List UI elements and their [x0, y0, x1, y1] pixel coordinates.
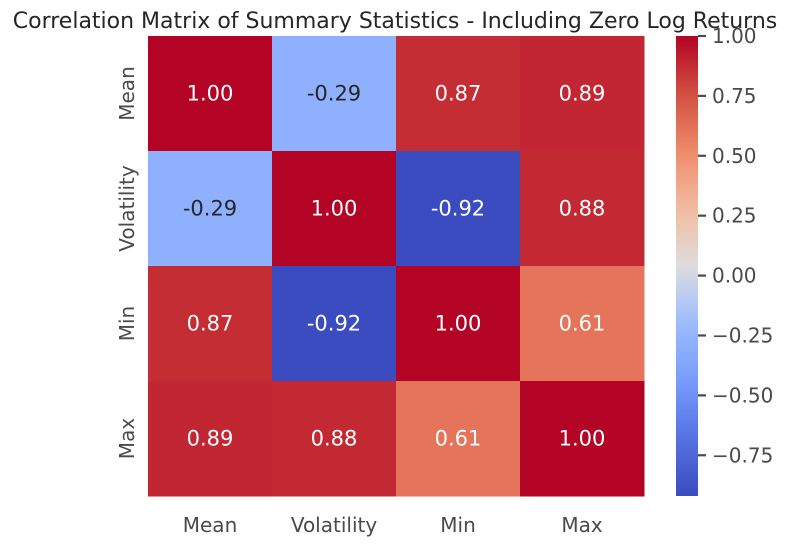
cell-value-label: 1.00 — [311, 197, 358, 221]
heatmap-cell — [148, 36, 273, 152]
heatmap-cell — [520, 381, 645, 497]
cell-value-label: -0.92 — [431, 197, 485, 221]
x-tick-label: Max — [561, 513, 603, 537]
cell-value-label: -0.29 — [307, 82, 361, 106]
y-axis-ticks: Mean Volatility Min Max — [115, 66, 139, 459]
heatmap-cell — [396, 266, 521, 382]
cell-value-label: -0.92 — [307, 312, 361, 336]
colorbar-tick-label: 0.75 — [712, 84, 757, 108]
heatmap-cell — [148, 151, 273, 267]
heatmap-cell — [396, 36, 521, 152]
heatmap-cell — [148, 381, 273, 497]
y-tick-label: Min — [115, 306, 139, 342]
x-tick-label: Mean — [183, 513, 238, 537]
x-axis-ticks: Mean Volatility Min Max — [183, 513, 603, 537]
cell-value-label: 0.89 — [187, 427, 234, 451]
colorbar-tick-label: −0.25 — [712, 323, 773, 347]
heatmap-cells: 1.00 -0.29 0.87 0.89 -0.29 1.00 -0.92 0.88 0.87 -… — [148, 36, 645, 497]
y-tick-label: Mean — [115, 66, 139, 121]
colorbar-tick-label: −0.75 — [712, 443, 773, 467]
cell-value-label: -0.29 — [183, 197, 237, 221]
heatmap-cell — [272, 36, 397, 152]
heatmap-cell — [272, 151, 397, 267]
heatmap-cell — [272, 381, 397, 497]
colorbar-tick-label: 0.25 — [712, 204, 757, 228]
cell-value-label: 0.87 — [187, 312, 234, 336]
chart-title: Correlation Matrix of Summary Statistics… — [13, 9, 778, 34]
heatmap-cell — [396, 151, 521, 267]
x-tick-label: Volatility — [291, 513, 378, 537]
heatmap-cell — [148, 266, 273, 382]
heatmap-cell — [520, 266, 645, 382]
heatmap-cell — [272, 266, 397, 382]
y-tick-label: Max — [115, 418, 139, 460]
heatmap-cell — [396, 381, 521, 497]
x-tick-label: Min — [440, 513, 476, 537]
cell-value-label: 0.89 — [559, 82, 606, 106]
y-tick-label: Volatility — [115, 165, 139, 252]
cell-value-label: 1.00 — [187, 82, 234, 106]
colorbar: 1.00 0.75 0.50 0.25 0.00 −0.25 −0.50 −0.75 — [676, 24, 773, 496]
colorbar-tick-label: −0.50 — [712, 383, 773, 407]
cell-value-label: 0.87 — [435, 82, 482, 106]
cell-value-label: 1.00 — [435, 312, 482, 336]
cell-value-label: 1.00 — [559, 427, 606, 451]
cell-value-label: 0.61 — [435, 427, 482, 451]
colorbar-gradient — [676, 36, 698, 496]
cell-value-label: 0.88 — [311, 427, 358, 451]
cell-value-label: 0.61 — [559, 312, 606, 336]
colorbar-tick-label: 1.00 — [712, 24, 757, 48]
cell-value-label: 0.88 — [559, 197, 606, 221]
heatmap-cell — [520, 151, 645, 267]
colorbar-tick-label: 0.50 — [712, 144, 757, 168]
heatmap-cell — [520, 36, 645, 152]
colorbar-tick-label: 0.00 — [712, 264, 757, 288]
